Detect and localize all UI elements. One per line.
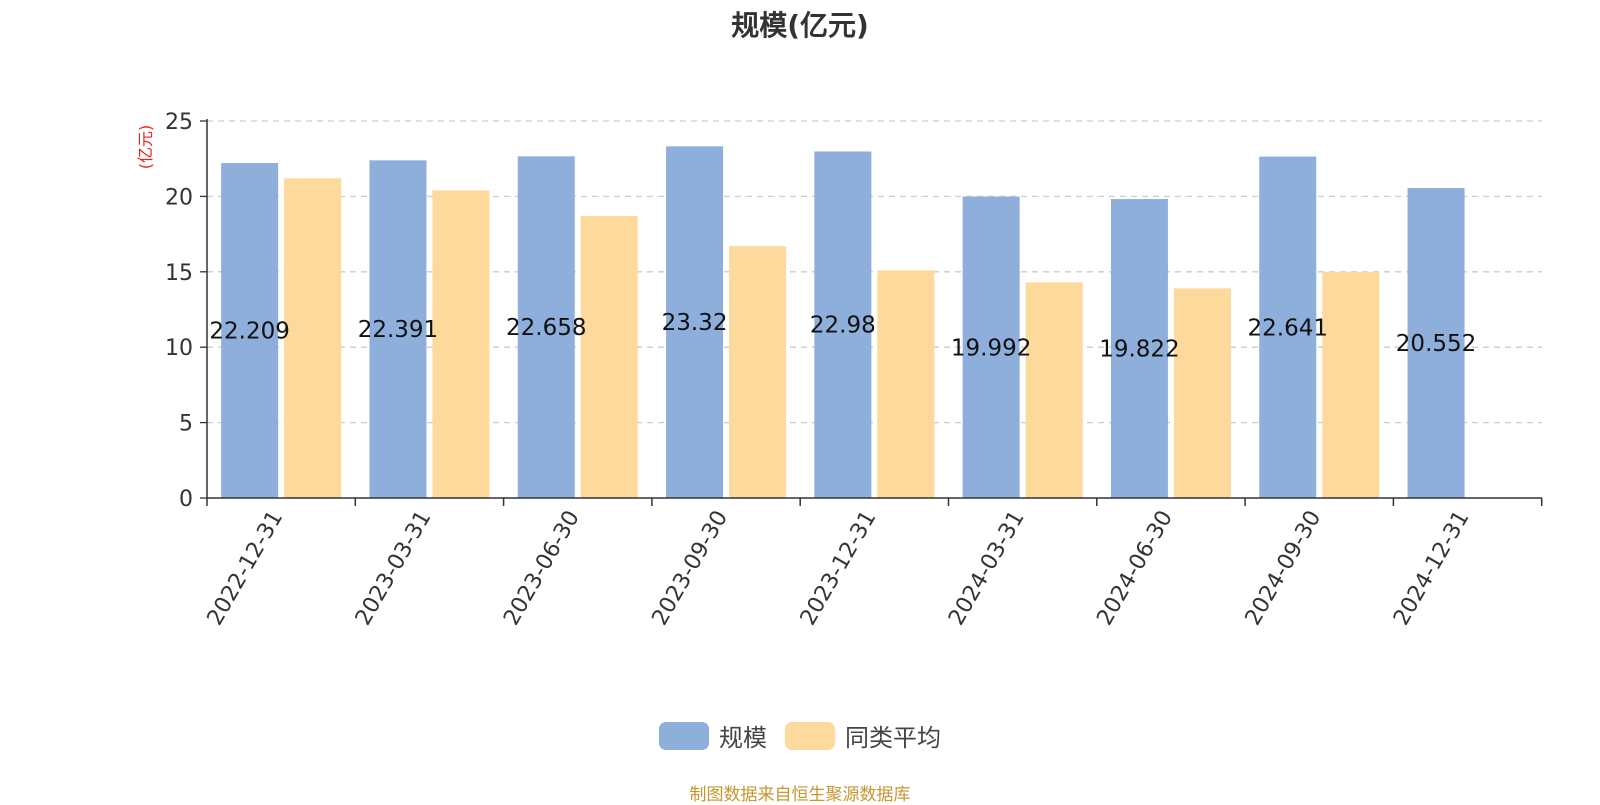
bar-scale[interactable] (1110, 199, 1168, 499)
bar-scale[interactable] (517, 156, 575, 498)
y-tick-label: 0 (179, 487, 193, 512)
legend-label-peer-average: 同类平均 (845, 724, 941, 752)
x-tick-label: 2023-09-30 (648, 507, 734, 630)
bar-scale[interactable] (962, 196, 1020, 499)
legend-item-peer-average[interactable]: 同类平均 (785, 718, 941, 753)
data-label: 22.98 (810, 313, 876, 339)
x-tick-label: 2022-12-31 (203, 507, 289, 630)
data-label: 22.658 (506, 315, 586, 341)
data-label: 22.641 (1248, 315, 1328, 341)
chart-legend: 规模 同类平均 (0, 718, 1600, 753)
bar-peer-average[interactable] (432, 190, 490, 499)
x-tick-label: 2024-12-31 (1389, 507, 1475, 630)
legend-swatch-peer-average (785, 721, 835, 750)
bar-peer-average[interactable] (729, 246, 787, 498)
legend-swatch-scale (659, 721, 709, 750)
x-tick-label: 2023-06-30 (499, 507, 585, 630)
bar-scale[interactable] (221, 163, 279, 498)
data-label: 22.209 (209, 319, 289, 345)
data-label: 23.32 (662, 310, 728, 336)
data-label: 19.822 (1099, 337, 1179, 363)
source-note: 制图数据来自恒生聚源数据库 (689, 785, 911, 805)
bar-peer-average[interactable] (580, 216, 638, 498)
bar-peer-average[interactable] (1322, 271, 1380, 498)
x-tick-label: 2023-12-31 (796, 507, 882, 630)
x-tick-label: 2024-06-30 (1092, 507, 1178, 630)
chart-title: 规模(亿元) (731, 9, 869, 42)
y-tick-label: 25 (165, 110, 193, 135)
bar-chart: 0 5 10 15 20 25 (亿元) 22.209 22.391 22.658 23.32 22.… (136, 110, 1543, 630)
y-tick-label: 10 (165, 336, 193, 361)
x-tick-label: 2024-03-31 (944, 507, 1030, 630)
bar-peer-average[interactable] (1173, 288, 1231, 498)
bar-scale[interactable] (1259, 156, 1317, 498)
legend-item-scale[interactable]: 规模 (659, 718, 767, 753)
bar-peer-average[interactable] (284, 178, 342, 498)
y-tick-label: 20 (165, 185, 193, 210)
y-tick-label: 5 (179, 412, 193, 437)
data-label: 22.391 (358, 317, 438, 343)
x-tick-label: 2024-09-30 (1241, 507, 1327, 630)
x-tick-label: 2023-03-31 (351, 507, 437, 630)
y-axis-label: (亿元) (136, 125, 155, 170)
y-tick-label: 15 (165, 261, 193, 286)
bar-scale[interactable] (814, 151, 872, 498)
bar-scale[interactable] (369, 160, 427, 498)
bar-peer-average[interactable] (877, 270, 935, 498)
legend-label-scale: 规模 (719, 724, 767, 752)
data-label: 20.552 (1396, 331, 1476, 357)
data-label: 19.992 (951, 335, 1031, 361)
bar-scale[interactable] (1407, 188, 1465, 498)
bar-scale[interactable] (666, 146, 724, 498)
bar-peer-average[interactable] (1025, 282, 1083, 498)
